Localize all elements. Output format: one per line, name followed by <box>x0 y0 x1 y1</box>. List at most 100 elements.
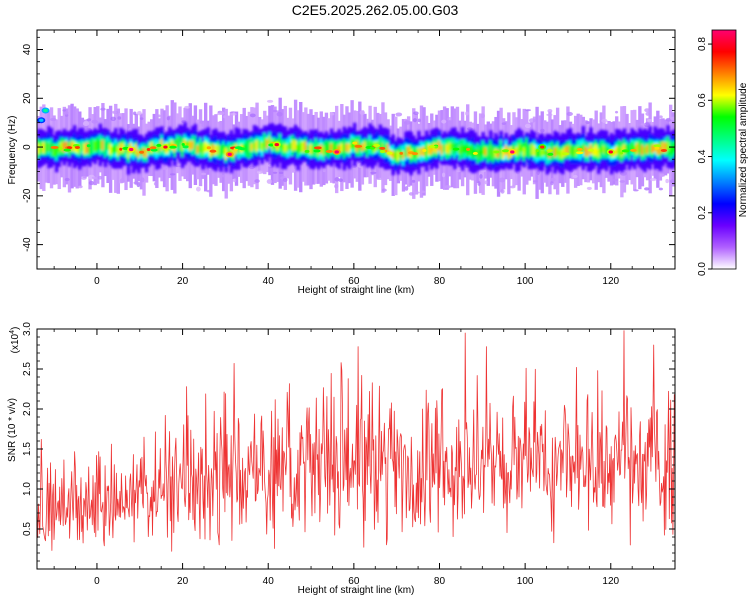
heatmap-cell <box>186 140 190 149</box>
heatmap-cell <box>250 143 254 152</box>
heatmap-hotspot <box>227 152 232 156</box>
heatmap-cell <box>54 146 59 158</box>
heatmap-cell <box>455 142 460 153</box>
heatmap-speckle <box>133 111 137 116</box>
heatmap-speckle <box>139 117 144 121</box>
heatmap-cell <box>558 149 562 159</box>
heatmap-speckle <box>484 180 488 185</box>
heatmap-cell <box>489 145 493 156</box>
heatmap-cell <box>406 146 411 158</box>
heatmap-speckle <box>619 180 626 183</box>
heatmap-spot <box>653 144 662 148</box>
heatmap-speckle <box>217 110 223 114</box>
colorbar-tick-label: 0.0 <box>697 262 708 276</box>
heatmap-cell <box>98 139 103 150</box>
heatmap-cell <box>260 141 264 152</box>
heatmap-cell <box>198 142 203 153</box>
heatmap-speckle <box>169 173 176 176</box>
heatmap-speckle <box>533 180 538 183</box>
heatmap-cell <box>566 145 570 155</box>
heatmap-cell <box>229 147 234 157</box>
heatmap-speckle <box>546 113 553 116</box>
heatmap-cell <box>191 140 195 150</box>
heatmap-cell <box>476 149 480 158</box>
heatmap-spot <box>660 148 668 152</box>
snr-y-tick-label: 2.0 <box>22 402 33 416</box>
heatmap-cell <box>319 144 323 154</box>
spectrogram-y-axis: -40 -20 0 20 40 <box>22 36 675 270</box>
heatmap-cell <box>522 147 526 156</box>
heatmap-speckle <box>63 111 69 115</box>
heatmap-speckle <box>669 116 675 121</box>
heatmap-speckle <box>395 112 403 117</box>
heatmap-cell <box>219 147 223 157</box>
heatmap-hotspot <box>43 108 48 113</box>
spectrogram-heatmap <box>37 97 675 199</box>
heatmap-cell <box>337 145 341 153</box>
heatmap-spot <box>619 151 624 155</box>
heatmap-cell <box>391 150 395 159</box>
snr-y-tick-label: 2.5 <box>22 362 33 376</box>
heatmap-cell <box>306 144 311 155</box>
spectrogram-plot-frame <box>36 29 676 270</box>
heatmap-spot <box>182 145 189 149</box>
heatmap-cell <box>666 142 670 151</box>
heatmap-speckle <box>230 111 237 114</box>
snr-plot-area <box>37 330 675 552</box>
heatmap-cell <box>648 142 652 154</box>
snr-x-tick-label: 100 <box>517 576 534 587</box>
heatmap-speckle <box>248 166 256 169</box>
heatmap-spot <box>546 149 553 153</box>
heatmap-cell <box>386 144 390 155</box>
heatmap-spot <box>621 149 630 153</box>
heatmap-cell <box>252 142 257 150</box>
heatmap-cell <box>368 140 372 150</box>
heatmap-speckle <box>221 174 226 178</box>
heatmap-hotspot <box>163 145 168 149</box>
heatmap-spot <box>373 144 381 148</box>
heatmap-speckle <box>249 113 256 118</box>
heatmap-spot <box>411 152 419 156</box>
heatmap-cell <box>144 149 149 158</box>
heatmap-cell <box>227 144 231 155</box>
heatmap-cell <box>586 147 591 157</box>
heatmap-speckle <box>175 164 182 168</box>
heatmap-cell <box>111 145 115 155</box>
heatmap-cell <box>90 141 95 151</box>
heatmap-speckle <box>441 119 447 124</box>
heatmap-speckle <box>500 189 505 194</box>
heatmap-cell <box>301 141 305 153</box>
heatmap-cell <box>88 143 92 154</box>
figure-title: C2E5.2025.262.05.00.G03 <box>292 2 459 18</box>
heatmap-spot <box>422 149 427 153</box>
heatmap-cell <box>363 141 367 150</box>
spectrogram-x-axis: 0 20 40 60 80 100 120 <box>53 30 676 287</box>
heatmap-cell <box>597 148 601 158</box>
heatmap-speckle <box>266 99 274 103</box>
heatmap-speckle <box>536 170 540 176</box>
heatmap-cell <box>116 146 121 156</box>
heatmap-cell <box>599 145 604 154</box>
heatmap-cell <box>137 149 141 158</box>
heatmap-spot <box>379 149 386 153</box>
heatmap-cell <box>471 146 475 157</box>
heatmap-cell <box>478 149 483 158</box>
heatmap-speckle <box>100 107 106 111</box>
heatmap-spot <box>354 144 363 148</box>
heatmap-spot <box>239 147 246 151</box>
heatmap-speckle <box>447 117 453 122</box>
heatmap-speckle <box>232 178 237 183</box>
heatmap-speckle <box>404 120 411 125</box>
heatmap-cell <box>347 143 352 153</box>
heatmap-cell <box>630 141 634 153</box>
heatmap-cell <box>617 145 621 155</box>
heatmap-spot <box>379 146 386 150</box>
snr-y-axis-label: SNR (10 * v/v) <box>7 398 18 462</box>
heatmap-speckle <box>266 179 273 184</box>
heatmap-cell <box>643 146 647 155</box>
colorbar-scale <box>711 29 737 270</box>
heatmap-speckle <box>80 175 87 180</box>
heatmap-speckle <box>196 186 201 192</box>
heatmap-spot <box>466 147 471 151</box>
heatmap-speckle <box>658 115 663 119</box>
